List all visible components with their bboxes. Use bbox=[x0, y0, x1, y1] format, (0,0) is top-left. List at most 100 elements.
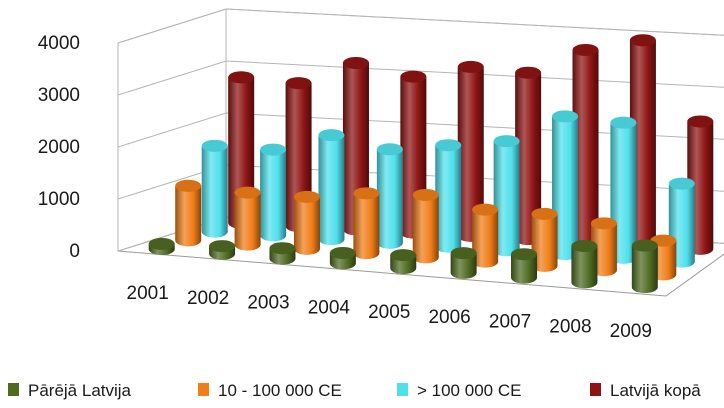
legend: Pārējā Latvija 10 - 100 000 CE > 100 000 C… bbox=[8, 381, 701, 400]
bar-top bbox=[590, 217, 617, 230]
legend-label: Latvijā kopā bbox=[610, 381, 701, 400]
bar-top bbox=[148, 237, 175, 250]
bar-100-000-ce-2001 bbox=[201, 139, 228, 238]
bar-top bbox=[376, 143, 403, 156]
x-tick-label: 2006 bbox=[428, 307, 470, 328]
bar-p-r-j-latvija-2009 bbox=[631, 239, 658, 294]
legend-label: > 100 000 CE bbox=[417, 381, 521, 400]
bar-p-r-j-latvija-2002 bbox=[209, 240, 236, 260]
bar-10-100-000-ce-2001 bbox=[175, 179, 202, 247]
bar-top bbox=[450, 247, 477, 260]
bar-p-r-j-latvija-2006 bbox=[450, 247, 477, 279]
bar-top bbox=[457, 60, 484, 73]
bar-top bbox=[353, 187, 380, 200]
bar-body bbox=[175, 185, 202, 247]
bar-top bbox=[515, 66, 542, 79]
bar-top bbox=[571, 239, 598, 252]
bar-top bbox=[493, 135, 520, 148]
bar-10-100-000-ce-2005 bbox=[412, 188, 439, 264]
bar-top bbox=[201, 139, 228, 152]
legend-swatch bbox=[198, 383, 209, 396]
bar-top bbox=[329, 246, 356, 259]
x-axis-tick-labels: 2001 2002 2003 2004 2005 2006 2007 2008 2009 bbox=[127, 283, 652, 342]
bar-top bbox=[342, 56, 369, 69]
bar-top bbox=[228, 71, 255, 84]
x-tick-label: 2005 bbox=[368, 302, 410, 323]
bar-100-000-ce-2003 bbox=[318, 129, 345, 246]
bar-top bbox=[285, 77, 312, 90]
bar-body bbox=[552, 116, 579, 261]
bar-top bbox=[572, 43, 599, 56]
bar-top bbox=[293, 190, 320, 203]
bar-body bbox=[571, 245, 598, 289]
bar-body bbox=[472, 209, 499, 268]
bar-body bbox=[353, 193, 380, 260]
bar-p-r-j-latvija-2004 bbox=[329, 246, 356, 270]
bar-body bbox=[234, 192, 261, 251]
x-tick-label: 2003 bbox=[247, 293, 289, 314]
bar-top bbox=[668, 177, 695, 190]
bar-body bbox=[435, 145, 462, 253]
bar-p-r-j-latvija-2005 bbox=[390, 249, 417, 275]
bar-10-100-000-ce-2002 bbox=[234, 186, 261, 251]
bar-10-100-000-ce-2004 bbox=[353, 187, 380, 260]
bar-100-000-ce-2005 bbox=[435, 139, 462, 253]
bar-p-r-j-latvija-2008 bbox=[571, 239, 598, 289]
bar-body bbox=[318, 135, 345, 246]
bar-p-r-j-latvija-2003 bbox=[269, 242, 296, 265]
y-tick-label: 4000 bbox=[38, 33, 80, 54]
bar-body bbox=[493, 141, 520, 257]
bar-10-100-000-ce-2003 bbox=[293, 190, 320, 255]
bar-body bbox=[260, 149, 287, 242]
bar-top bbox=[400, 70, 427, 83]
bar-body bbox=[457, 66, 484, 242]
bar-top bbox=[175, 179, 202, 192]
bar-latvij-kop-2006 bbox=[515, 66, 542, 246]
bar-body bbox=[631, 245, 658, 294]
bar-body bbox=[201, 145, 228, 238]
bar-top bbox=[234, 186, 261, 199]
bar-10-100-000-ce-2007 bbox=[531, 207, 558, 272]
bar-latvij-kop-2005 bbox=[457, 60, 484, 242]
bar-body bbox=[450, 253, 477, 279]
bar-top bbox=[318, 129, 345, 142]
x-tick-label: 2008 bbox=[549, 316, 591, 337]
bar-body bbox=[293, 196, 320, 255]
bar-top bbox=[209, 240, 236, 253]
legend-swatch bbox=[590, 383, 601, 396]
bar-top bbox=[631, 239, 658, 252]
gridline bbox=[117, 60, 724, 96]
bar-top bbox=[260, 143, 287, 156]
legend-item: Latvijā kopā bbox=[590, 381, 701, 400]
y-tick-label: 0 bbox=[69, 241, 80, 262]
bar-100-000-ce-2006 bbox=[493, 135, 520, 257]
bars bbox=[148, 34, 714, 294]
bar-body bbox=[511, 254, 538, 284]
bar-top bbox=[269, 242, 296, 255]
bar-top bbox=[610, 116, 637, 129]
x-tick-label: 2009 bbox=[610, 321, 652, 342]
bar-top bbox=[552, 110, 579, 123]
x-tick-label: 2001 bbox=[127, 283, 169, 304]
x-tick-label: 2007 bbox=[489, 312, 531, 333]
bar-top bbox=[687, 115, 714, 128]
legend-swatch bbox=[397, 383, 408, 396]
bar-body bbox=[376, 149, 403, 249]
bar-body bbox=[515, 72, 542, 246]
y-tick-label: 2000 bbox=[38, 137, 80, 158]
y-axis-tick-labels: 0 1000 2000 3000 4000 bbox=[38, 33, 80, 262]
bar-top bbox=[390, 249, 417, 262]
gridline bbox=[117, 8, 724, 44]
legend-label: Pārējā Latvija bbox=[28, 381, 132, 400]
bar-body bbox=[572, 49, 599, 249]
bar-100-000-ce-2004 bbox=[376, 143, 403, 249]
y-tick-label: 1000 bbox=[38, 189, 80, 210]
legend-item: > 100 000 CE bbox=[397, 381, 521, 400]
y-tick-label: 3000 bbox=[38, 85, 80, 106]
x-tick-label: 2004 bbox=[308, 297, 351, 318]
bar-latvij-kop-2007 bbox=[572, 43, 599, 249]
legend-swatch bbox=[8, 383, 19, 396]
bar-p-r-j-latvija-2001 bbox=[148, 237, 175, 256]
legend-label: 10 - 100 000 CE bbox=[218, 381, 342, 400]
